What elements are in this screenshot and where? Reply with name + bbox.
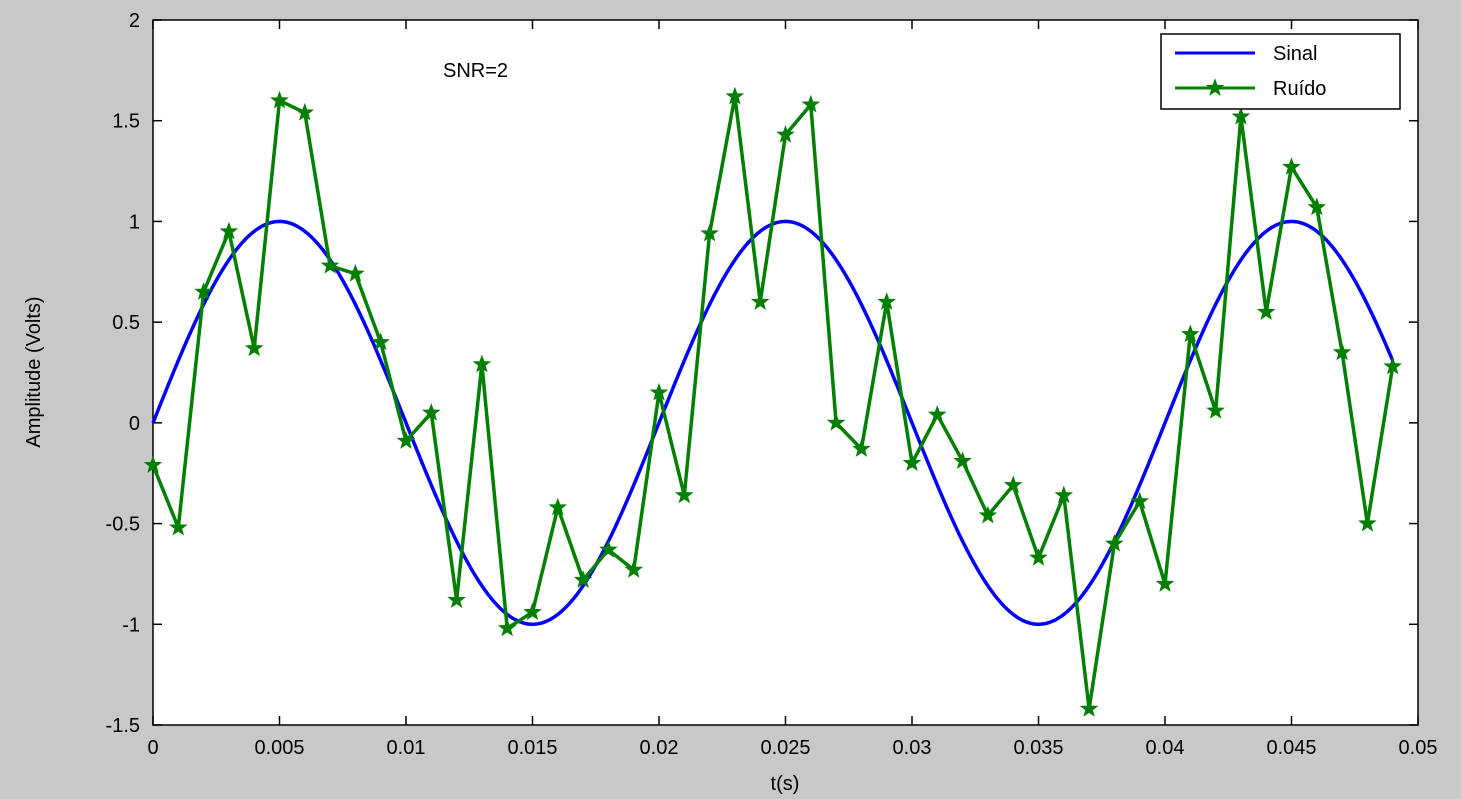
data-point-ruido xyxy=(877,292,896,310)
data-point-ruido xyxy=(1181,324,1200,343)
x-tick-label: 0 xyxy=(147,737,158,759)
data-point-ruido xyxy=(295,102,315,121)
x-tick-label: 0.02 xyxy=(640,737,679,759)
x-tick-label: 0.03 xyxy=(893,737,932,759)
y-axis-label: Amplitude (Volts) xyxy=(23,296,45,447)
data-point-ruido xyxy=(447,590,466,609)
data-point-ruido xyxy=(953,451,972,470)
data-point-ruido xyxy=(1054,485,1074,504)
data-point-ruido xyxy=(1206,401,1225,419)
data-point-ruido xyxy=(1358,513,1377,532)
data-point-ruido xyxy=(978,505,998,524)
data-point-ruido xyxy=(826,413,846,431)
data-point-ruido xyxy=(928,405,947,423)
legend-marker-ruido xyxy=(1205,78,1225,96)
data-point-ruido xyxy=(244,338,264,357)
data-point-ruido xyxy=(624,560,643,578)
data-point-ruido xyxy=(1383,356,1402,375)
data-point-ruido xyxy=(700,223,719,242)
y-tick-label: 0 xyxy=(129,413,140,435)
x-tick-label: 0.015 xyxy=(507,737,557,759)
y-tick-label: -1 xyxy=(122,614,140,636)
x-tick-label: 0.05 xyxy=(1399,737,1438,759)
x-tick-label: 0.025 xyxy=(760,737,810,759)
x-tick-label: 0.035 xyxy=(1013,737,1063,759)
data-point-ruido xyxy=(675,485,694,504)
data-point-ruido xyxy=(1332,342,1352,361)
data-point-ruido xyxy=(1307,197,1327,216)
data-point-ruido xyxy=(143,455,163,474)
data-point-ruido xyxy=(725,86,745,105)
data-point-ruido xyxy=(219,221,239,240)
x-tick-label: 0.01 xyxy=(387,737,426,759)
data-point-ruido xyxy=(801,94,821,113)
y-tick-label: 0.5 xyxy=(112,312,140,334)
data-point-ruido xyxy=(169,517,188,536)
data-point-ruido xyxy=(320,255,340,274)
data-point-ruido xyxy=(472,354,492,373)
data-point-ruido xyxy=(523,602,542,621)
data-point-ruido xyxy=(1155,574,1175,592)
data-point-ruido xyxy=(497,618,517,637)
y-tick-label: -1.5 xyxy=(106,715,140,737)
data-point-ruido xyxy=(1130,491,1149,510)
data-point-ruido xyxy=(776,125,795,143)
data-point-ruido xyxy=(371,332,390,351)
data-point-ruido xyxy=(396,431,416,449)
legend-label-ruido: Ruído xyxy=(1273,78,1326,100)
data-point-ruido xyxy=(270,90,289,109)
data-point-ruido xyxy=(902,453,922,472)
data-point-ruido xyxy=(346,264,365,282)
data-point-ruido xyxy=(1079,699,1099,717)
data-point-ruido xyxy=(548,497,568,516)
y-tick-label: 1 xyxy=(129,211,140,233)
y-tick-label: -0.5 xyxy=(106,514,140,536)
data-point-ruido xyxy=(1231,106,1251,125)
x-tick-label: 0.045 xyxy=(1266,737,1316,759)
data-point-ruido xyxy=(1105,533,1124,552)
x-axis-label: t(s) xyxy=(771,773,800,795)
y-tick-label: 2 xyxy=(129,10,140,32)
data-point-ruido xyxy=(852,439,871,457)
legend-star-marker xyxy=(1205,78,1225,96)
annotation-snr: SNR=2 xyxy=(443,60,508,82)
data-point-ruido xyxy=(422,403,441,421)
x-tick-label: 0.005 xyxy=(254,737,304,759)
data-point-ruido xyxy=(649,382,669,401)
data-point-ruido xyxy=(194,282,213,300)
series-layer xyxy=(143,86,1402,717)
data-point-ruido xyxy=(599,540,618,558)
legend: Sinal Ruído xyxy=(1160,33,1401,110)
data-point-ruido xyxy=(1282,157,1301,175)
data-point-ruido xyxy=(750,292,770,310)
y-tick-label: 1.5 xyxy=(112,111,140,133)
data-point-ruido xyxy=(1029,548,1048,566)
legend-box xyxy=(1160,33,1401,110)
legend-label-sinal: Sinal xyxy=(1273,43,1317,65)
ticks-layer: 0 0.005 0.01 0.015 0.02 0.025 0.03 0.035 0.04 0.0… xyxy=(106,10,1438,759)
data-point-ruido xyxy=(1256,302,1276,320)
data-point-ruido xyxy=(1003,475,1023,494)
x-tick-label: 0.04 xyxy=(1146,737,1185,759)
data-point-ruido xyxy=(573,570,593,588)
series-line-ruido xyxy=(151,96,1395,710)
